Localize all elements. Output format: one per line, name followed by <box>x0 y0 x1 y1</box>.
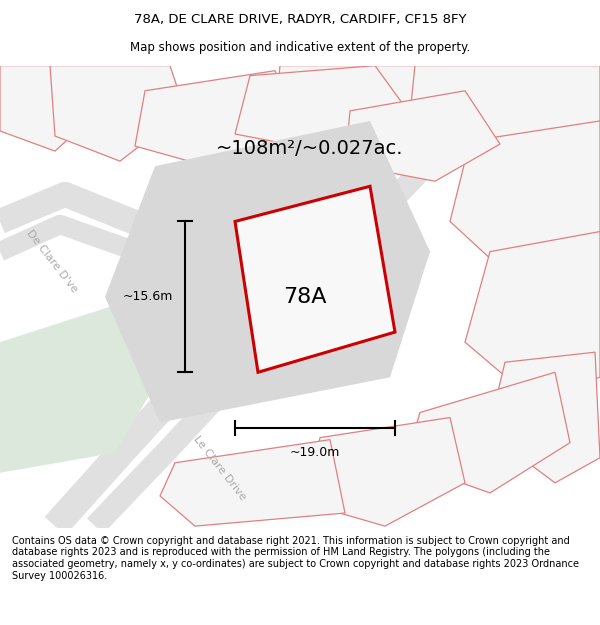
Polygon shape <box>345 91 500 181</box>
Polygon shape <box>135 71 295 171</box>
Text: 78A, DE CLARE DRIVE, RADYR, CARDIFF, CF15 8FY: 78A, DE CLARE DRIVE, RADYR, CARDIFF, CF1… <box>134 13 466 26</box>
Polygon shape <box>235 186 395 372</box>
Polygon shape <box>0 302 155 473</box>
Polygon shape <box>0 66 110 151</box>
Polygon shape <box>405 372 570 493</box>
Text: ~15.6m: ~15.6m <box>122 291 173 303</box>
Polygon shape <box>488 352 600 483</box>
Text: Map shows position and indicative extent of the property.: Map shows position and indicative extent… <box>130 41 470 54</box>
Polygon shape <box>465 231 600 398</box>
Text: Contains OS data © Crown copyright and database right 2021. This information is : Contains OS data © Crown copyright and d… <box>12 536 579 581</box>
Text: De Clare D've: De Clare D've <box>25 229 79 295</box>
Polygon shape <box>50 66 185 161</box>
Text: 78A: 78A <box>283 287 327 307</box>
Polygon shape <box>160 439 345 526</box>
Polygon shape <box>105 121 430 422</box>
Polygon shape <box>450 121 600 277</box>
Polygon shape <box>275 66 440 156</box>
Text: ~19.0m: ~19.0m <box>290 446 340 459</box>
Text: Le Clare Drive: Le Clare Drive <box>192 434 248 502</box>
Polygon shape <box>305 418 465 526</box>
Polygon shape <box>235 66 410 154</box>
Text: ~108m²/~0.027ac.: ~108m²/~0.027ac. <box>216 139 404 158</box>
Polygon shape <box>410 66 600 161</box>
